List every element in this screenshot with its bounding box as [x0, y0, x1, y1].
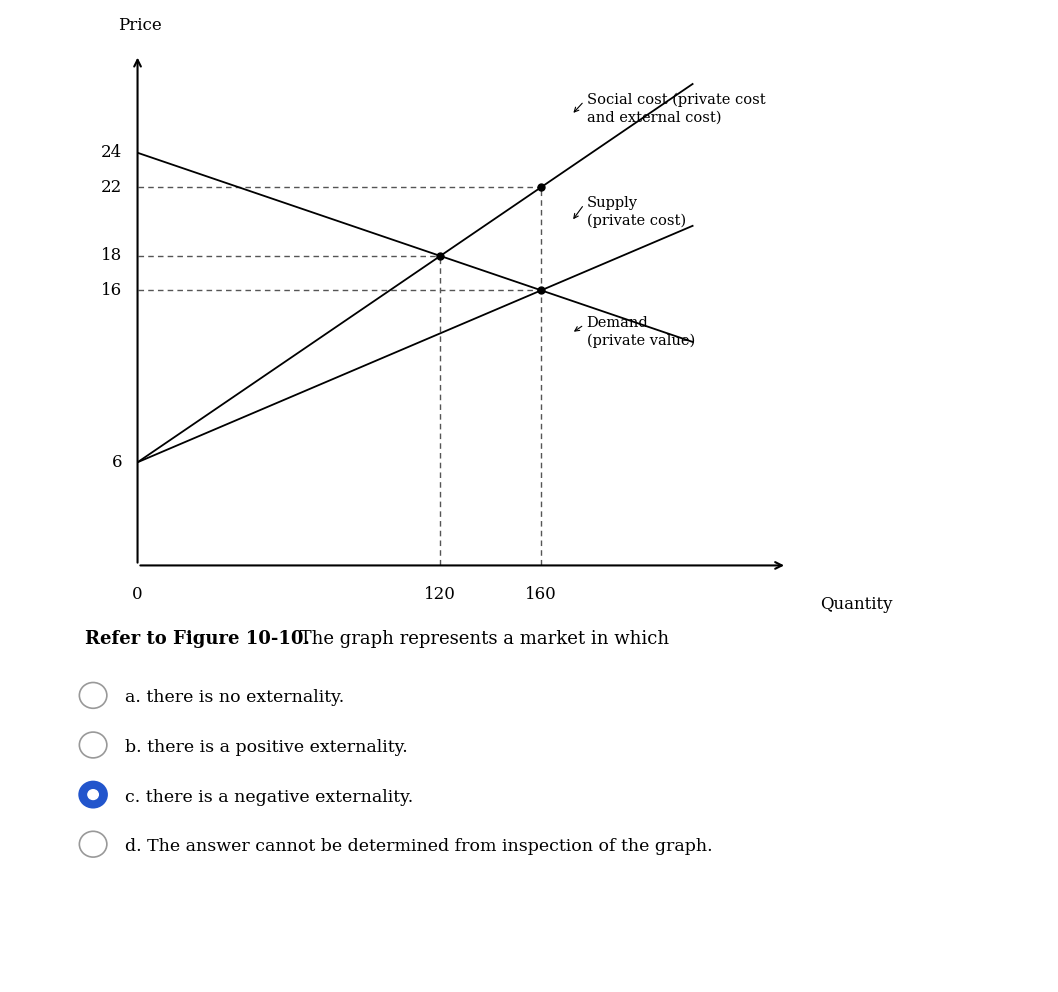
- Text: d. The answer cannot be determined from inspection of the graph.: d. The answer cannot be determined from …: [125, 838, 712, 855]
- Text: Refer to Figure 10-10.: Refer to Figure 10-10.: [85, 630, 310, 648]
- Text: Quantity: Quantity: [820, 596, 892, 613]
- Text: 18: 18: [102, 247, 123, 265]
- Text: 16: 16: [102, 282, 123, 299]
- Text: Supply
(private cost): Supply (private cost): [586, 195, 686, 227]
- Text: Social cost (private cost
and external cost): Social cost (private cost and external c…: [586, 92, 765, 124]
- Text: c. there is a negative externality.: c. there is a negative externality.: [125, 789, 413, 806]
- Text: a. there is no externality.: a. there is no externality.: [125, 689, 344, 706]
- Text: 6: 6: [112, 453, 123, 471]
- Text: b. there is a positive externality.: b. there is a positive externality.: [125, 739, 407, 756]
- Text: 160: 160: [526, 586, 558, 603]
- Text: The graph represents a market in which: The graph represents a market in which: [294, 630, 670, 648]
- Text: 0: 0: [132, 586, 143, 603]
- Text: 120: 120: [424, 586, 456, 603]
- Text: Demand
(private value): Demand (private value): [586, 316, 695, 348]
- Text: 24: 24: [102, 144, 123, 162]
- Text: 22: 22: [102, 179, 123, 195]
- Text: Price: Price: [117, 17, 162, 34]
